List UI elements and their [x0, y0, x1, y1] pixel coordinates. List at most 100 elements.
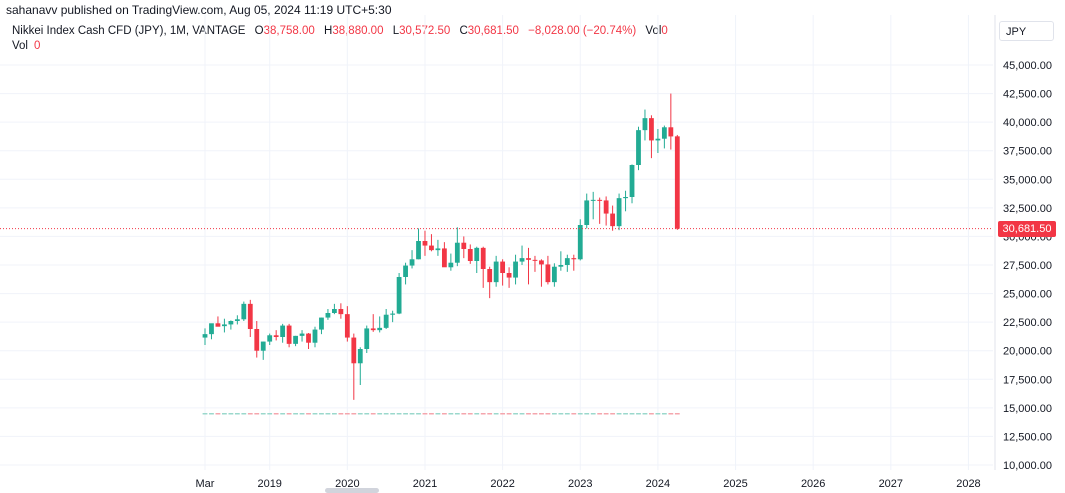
- candle-body: [590, 199, 596, 201]
- candle-body: [668, 127, 674, 137]
- volume-bar: [357, 413, 363, 415]
- volume-bar: [487, 413, 493, 415]
- time-tick-label: 2022: [490, 478, 514, 490]
- candle-body: [234, 319, 240, 321]
- candle-body: [267, 335, 273, 342]
- candle-body: [416, 241, 421, 260]
- volume-bar: [396, 413, 402, 415]
- currency-button[interactable]: JPY: [999, 21, 1054, 41]
- candle-body: [228, 321, 234, 325]
- price-tick-label: 10,000.00: [1003, 460, 1052, 472]
- candle-body: [435, 248, 441, 251]
- volume-bar: [577, 413, 583, 415]
- volume-bar: [597, 413, 603, 415]
- volume-bar: [551, 413, 557, 415]
- candle-body: [558, 265, 564, 267]
- price-tick-label: 15,000.00: [1003, 403, 1052, 415]
- last-price-label: 30,681.50: [998, 220, 1056, 237]
- volume-bar: [674, 413, 680, 415]
- time-scroll-handle[interactable]: [325, 488, 379, 493]
- candle-body: [209, 323, 214, 335]
- volume-bar: [403, 413, 408, 415]
- price-tick-label: 37,500.00: [1003, 146, 1052, 158]
- volume-bar: [545, 413, 551, 415]
- candle-body: [357, 349, 363, 364]
- volume-legend: Vol 0: [12, 40, 40, 52]
- candle-body: [396, 277, 402, 314]
- volume-bar: [215, 413, 221, 415]
- candle-body: [539, 260, 544, 265]
- candle-body: [286, 325, 292, 344]
- candle-body: [370, 328, 376, 331]
- volume-bar: [260, 413, 266, 415]
- volume-bar: [299, 413, 305, 415]
- volume-bar: [390, 413, 396, 415]
- candle-body: [519, 258, 525, 262]
- time-axis: Mar 2019 2020 2021 2022 2023 2024 2025 2026 2027 2…: [196, 478, 981, 490]
- price-axis: 10,000.00 12,500.00 15,000.00 17,500.00 20,0…: [1003, 60, 1052, 472]
- chart-grid: [0, 15, 996, 470]
- volume-bar: [364, 413, 370, 415]
- volume-bar: [441, 413, 447, 415]
- candle-body: [325, 313, 331, 318]
- candle-body: [564, 258, 570, 265]
- time-tick-label: 2026: [801, 478, 825, 490]
- volume-bar: [610, 413, 616, 415]
- candle-body: [344, 314, 350, 338]
- volume-bar: [558, 413, 564, 415]
- price-tick-label: 45,000.00: [1003, 60, 1052, 72]
- time-tick-label: 2021: [413, 478, 437, 490]
- candle-body: [293, 335, 298, 344]
- candle-body: [571, 258, 577, 260]
- volume-bar: [461, 413, 467, 415]
- time-tick-label: 2027: [879, 478, 903, 490]
- volume-bar: [273, 413, 279, 415]
- price-tick-label: 20,000.00: [1003, 346, 1052, 358]
- volume-bar: [506, 413, 512, 415]
- candle-body: [584, 200, 590, 225]
- volume-bar: [564, 413, 570, 415]
- volume-bar: [234, 413, 240, 415]
- volume-bar: [629, 413, 635, 415]
- volume-bar: [228, 413, 234, 415]
- price-tick-label: 40,000.00: [1003, 117, 1052, 129]
- volume-bar: [661, 413, 667, 415]
- candle-body: [474, 247, 480, 261]
- time-tick-label: 2028: [956, 478, 980, 490]
- candle-body: [202, 334, 208, 338]
- candle-body: [513, 261, 518, 278]
- volume-bar: [448, 413, 454, 415]
- candle-body: [493, 261, 499, 283]
- volume-bar: [209, 413, 214, 415]
- volume-bar: [435, 413, 441, 415]
- candle-body: [629, 165, 635, 197]
- candle-body: [260, 341, 266, 351]
- candle-body: [642, 118, 648, 131]
- symbol-name: Nikkei Index Cash CFD (JPY), 1M, VANTAGE: [12, 25, 246, 37]
- price-tick-label: 35,000.00: [1003, 174, 1052, 186]
- candle-body: [674, 136, 680, 229]
- volume-bar: [493, 413, 499, 415]
- volume-bar: [306, 413, 311, 415]
- volume-bar: [351, 413, 357, 415]
- volume-bar: [422, 413, 428, 415]
- candle-body: [222, 324, 227, 327]
- candle-body: [603, 200, 609, 214]
- candle-body: [319, 317, 324, 330]
- candle-body: [448, 262, 454, 268]
- volume-bar: [344, 413, 350, 415]
- volume-bar: [429, 413, 434, 415]
- candle-body: [526, 258, 531, 260]
- candle-body: [577, 225, 583, 260]
- candle-body: [351, 337, 357, 364]
- candle-body: [422, 241, 428, 246]
- candle-body: [623, 197, 628, 199]
- volume-bar: [668, 413, 674, 415]
- volume-bar: [370, 413, 376, 415]
- candle-body: [636, 130, 641, 165]
- volume-bar: [500, 413, 506, 415]
- candle-body: [454, 242, 460, 263]
- candle-body: [390, 313, 396, 315]
- candle-body: [215, 323, 221, 327]
